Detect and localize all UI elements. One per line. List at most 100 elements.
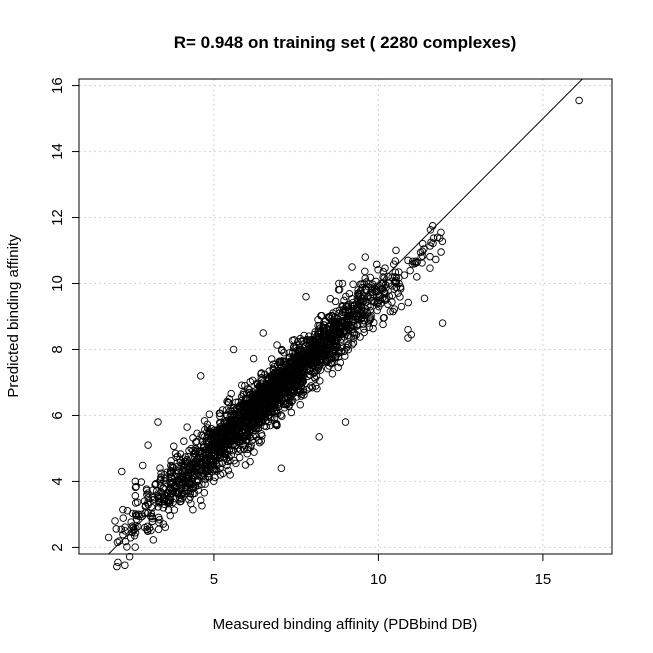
data-point bbox=[154, 525, 163, 534]
y-axis-label: Predicted binding affinity bbox=[5, 234, 22, 398]
data-point bbox=[119, 514, 127, 522]
data-point bbox=[388, 298, 396, 306]
data-point bbox=[325, 354, 333, 363]
data-point bbox=[438, 319, 447, 327]
data-point bbox=[358, 310, 367, 318]
data-point bbox=[216, 448, 224, 456]
data-point bbox=[276, 393, 284, 402]
data-point bbox=[321, 354, 329, 362]
data-point bbox=[310, 373, 319, 381]
data-point bbox=[151, 480, 160, 489]
data-point bbox=[216, 464, 224, 472]
data-point bbox=[284, 380, 292, 388]
data-point bbox=[200, 488, 209, 497]
data-point bbox=[336, 325, 344, 334]
data-point bbox=[115, 537, 124, 545]
data-point bbox=[170, 506, 179, 514]
data-point bbox=[254, 396, 263, 405]
data-point bbox=[348, 263, 356, 271]
data-point bbox=[204, 431, 213, 439]
data-point bbox=[155, 498, 163, 507]
data-point bbox=[172, 453, 180, 462]
data-point bbox=[194, 481, 202, 490]
data-point bbox=[174, 468, 183, 477]
data-point bbox=[257, 430, 266, 438]
data-point bbox=[325, 355, 334, 364]
data-point bbox=[131, 477, 140, 486]
data-point bbox=[118, 467, 126, 476]
data-point bbox=[306, 370, 314, 379]
data-point bbox=[268, 393, 276, 401]
data-point bbox=[408, 260, 417, 268]
data-point bbox=[269, 365, 277, 373]
x-tick-label: 10 bbox=[370, 571, 387, 588]
data-point bbox=[310, 346, 319, 354]
data-point bbox=[215, 409, 224, 417]
data-point bbox=[168, 489, 176, 498]
data-point bbox=[313, 363, 322, 372]
data-point bbox=[406, 266, 414, 275]
data-point bbox=[148, 517, 157, 526]
data-point bbox=[183, 423, 191, 431]
data-point bbox=[293, 370, 302, 379]
data-point bbox=[235, 453, 244, 462]
data-point bbox=[288, 374, 296, 382]
data-point bbox=[121, 523, 129, 531]
data-point bbox=[359, 320, 367, 328]
data-point bbox=[380, 313, 388, 322]
data-point bbox=[391, 268, 400, 276]
data-point bbox=[316, 377, 324, 385]
data-point bbox=[232, 424, 240, 432]
data-point bbox=[302, 385, 311, 394]
data-point bbox=[198, 480, 206, 489]
data-point bbox=[334, 285, 343, 294]
data-point bbox=[341, 307, 350, 315]
data-point bbox=[321, 317, 330, 325]
data-point bbox=[353, 320, 361, 329]
data-point bbox=[420, 245, 428, 253]
data-point bbox=[195, 459, 204, 467]
data-point bbox=[174, 472, 182, 481]
data-point bbox=[192, 438, 200, 446]
data-point bbox=[241, 381, 249, 390]
data-point bbox=[220, 454, 229, 462]
data-point bbox=[299, 377, 307, 386]
data-point bbox=[273, 420, 281, 429]
data-point bbox=[296, 401, 304, 409]
data-point bbox=[230, 410, 239, 419]
data-point bbox=[392, 274, 401, 282]
data-point bbox=[390, 285, 398, 293]
data-point bbox=[332, 307, 340, 316]
data-point bbox=[360, 325, 368, 333]
data-point bbox=[344, 345, 353, 354]
data-point bbox=[189, 484, 198, 492]
data-point bbox=[166, 511, 174, 520]
data-point bbox=[262, 388, 270, 396]
data-point bbox=[349, 339, 358, 347]
data-point bbox=[138, 461, 147, 470]
data-point bbox=[432, 255, 440, 264]
data-point bbox=[143, 522, 152, 531]
data-point bbox=[246, 426, 254, 435]
data-point bbox=[188, 478, 197, 487]
data-point bbox=[417, 253, 425, 261]
data-point bbox=[193, 437, 201, 446]
data-point bbox=[392, 283, 400, 292]
data-point bbox=[325, 312, 334, 321]
data-point bbox=[404, 298, 412, 307]
data-point bbox=[235, 432, 244, 440]
data-point bbox=[429, 234, 438, 242]
data-point bbox=[319, 332, 327, 340]
data-point bbox=[226, 471, 234, 479]
data-point bbox=[165, 499, 173, 508]
data-point bbox=[201, 475, 210, 483]
data-point bbox=[112, 525, 120, 533]
data-point bbox=[302, 292, 310, 301]
data-point bbox=[152, 487, 161, 495]
data-point bbox=[295, 376, 303, 384]
data-point bbox=[348, 295, 356, 303]
data-point bbox=[222, 422, 230, 430]
data-point bbox=[131, 492, 140, 500]
data-point bbox=[246, 378, 255, 386]
data-point bbox=[129, 526, 138, 535]
